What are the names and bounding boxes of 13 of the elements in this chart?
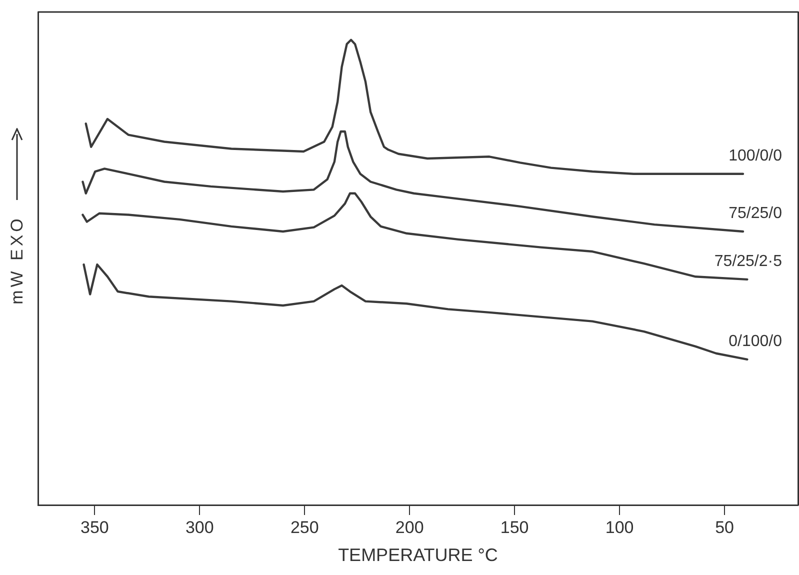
x-tick-label: 200 [395,518,424,537]
x-axis-title: TEMPERATURE °C [338,545,498,566]
x-tick-label: 350 [80,518,109,537]
series-label: 100/0/0 [728,147,782,164]
x-tick-label: 50 [715,518,734,537]
x-tick-label: 300 [185,518,214,537]
series-label: 0/100/0 [728,332,782,350]
x-tick-label: 250 [290,518,319,537]
series-label: 75/25/2·5 [714,252,782,270]
series-label: 75/25/0 [728,204,782,222]
x-tick-label: 100 [605,518,634,537]
y-axis-title: mW EXO [7,216,27,304]
x-tick-label: 150 [500,518,529,537]
